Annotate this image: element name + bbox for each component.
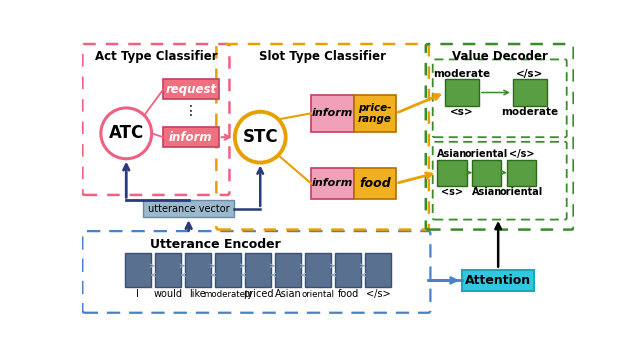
Text: moderately: moderately — [203, 290, 253, 299]
Text: food: food — [359, 177, 391, 190]
Bar — [311, 168, 354, 199]
Bar — [513, 79, 547, 105]
Bar — [143, 200, 234, 217]
Text: would: would — [154, 289, 182, 299]
Text: Slot Type Classifier: Slot Type Classifier — [259, 50, 386, 63]
Text: oriental: oriental — [465, 149, 508, 159]
Bar — [354, 95, 396, 132]
Bar — [163, 79, 219, 99]
Text: <s>: <s> — [450, 107, 474, 117]
Bar — [305, 253, 331, 287]
Text: ⋮: ⋮ — [184, 104, 198, 118]
Text: food: food — [337, 289, 358, 299]
Text: moderate: moderate — [501, 107, 558, 117]
Text: Attention: Attention — [465, 274, 531, 287]
Text: Asian: Asian — [437, 149, 467, 159]
Text: inform: inform — [312, 178, 353, 188]
Text: </s>: </s> — [516, 69, 543, 79]
Bar — [311, 95, 354, 132]
Text: like: like — [189, 289, 206, 299]
Text: oriental: oriental — [301, 290, 335, 299]
Text: inform: inform — [312, 108, 353, 118]
Text: price-
range: price- range — [358, 103, 392, 124]
Text: I: I — [136, 289, 140, 299]
Text: utterance vector: utterance vector — [148, 204, 230, 214]
Bar — [354, 168, 396, 199]
Bar — [335, 253, 361, 287]
Bar — [163, 127, 219, 147]
Text: Value Decoder: Value Decoder — [452, 50, 548, 63]
Text: <s>: <s> — [441, 187, 463, 197]
Bar — [125, 253, 151, 287]
Text: ATC: ATC — [109, 124, 144, 142]
Bar — [275, 253, 301, 287]
Text: priced: priced — [243, 289, 273, 299]
Text: </s>: </s> — [509, 149, 534, 159]
Bar — [462, 270, 534, 291]
Bar — [365, 253, 391, 287]
Bar — [185, 253, 211, 287]
Text: inform: inform — [169, 131, 212, 144]
Text: request: request — [165, 83, 216, 96]
Text: Asian: Asian — [275, 289, 301, 299]
Bar — [472, 160, 501, 186]
Text: moderate: moderate — [433, 69, 490, 79]
Bar — [445, 79, 479, 105]
Text: Asian: Asian — [472, 187, 502, 197]
Text: STC: STC — [243, 128, 278, 146]
Bar — [507, 160, 536, 186]
Text: </s>: </s> — [365, 289, 390, 299]
Bar — [215, 253, 241, 287]
Bar — [437, 160, 467, 186]
Text: oriental: oriental — [500, 187, 543, 197]
Text: Utterance Encoder: Utterance Encoder — [150, 238, 280, 251]
Text: Act Type Classifier: Act Type Classifier — [95, 50, 217, 63]
Bar — [155, 253, 181, 287]
Bar — [245, 253, 271, 287]
